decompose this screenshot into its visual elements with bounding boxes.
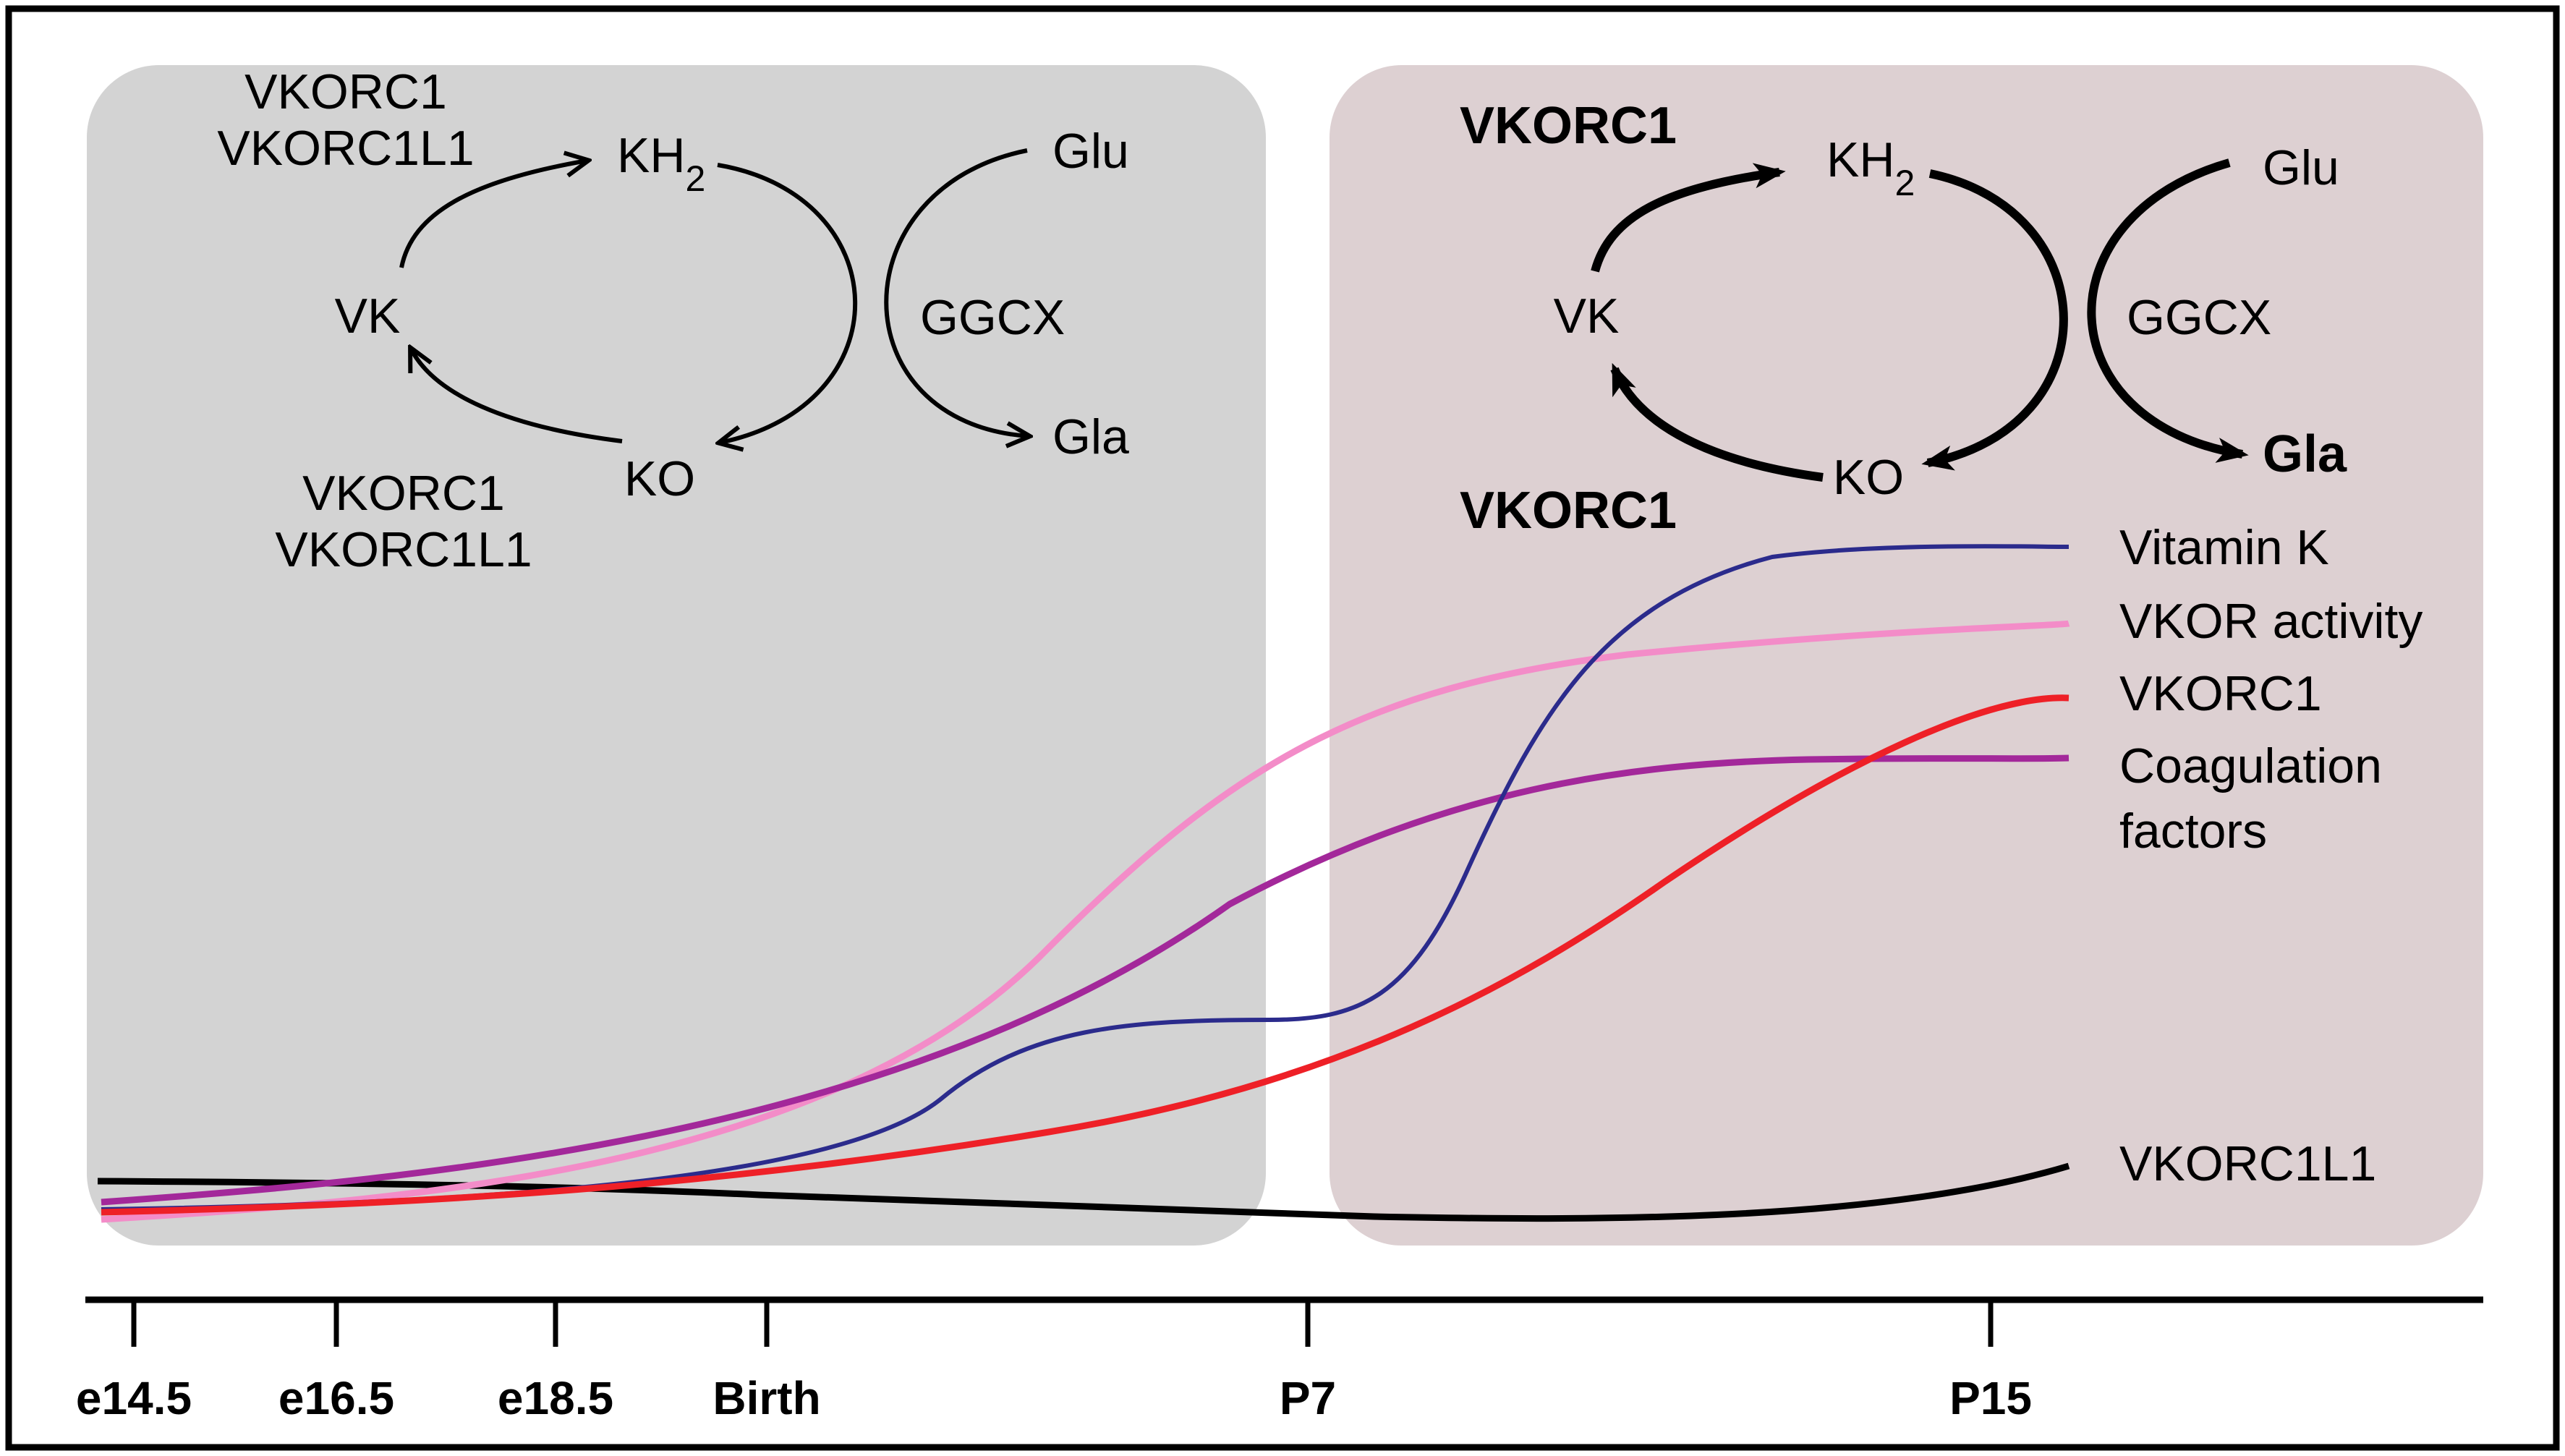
axis-tick-label: P15 <box>1949 1372 2032 1424</box>
left-enzyme-bottom-2: VKORC1L1 <box>275 522 532 577</box>
right-kh2-label: KH2 <box>1826 132 1915 203</box>
axis-tick-label: Birth <box>712 1372 820 1424</box>
right-ko-to-vk-arrow <box>1610 362 1824 482</box>
label-vkorc1: VKORC1 <box>2119 666 2322 721</box>
right-ggcx-label: GGCX <box>2127 290 2271 345</box>
axis-tick-label: e16.5 <box>278 1372 394 1424</box>
right-ko-label: KO <box>1833 450 1904 505</box>
left-vitamin-k-cycle: VKORC1 VKORC1L1 KH2 VK KO VKORC1 VKORC1L… <box>217 64 1129 577</box>
right-kh2-to-ko-arrow <box>1921 169 2068 471</box>
axis-tick-label: e18.5 <box>498 1372 613 1424</box>
left-vk-label: VK <box>335 289 401 344</box>
left-glu-to-gla-arrow <box>884 148 1029 436</box>
right-kh2-base: KH <box>1826 132 1894 187</box>
left-vk-to-kh2-arrow <box>399 161 587 268</box>
left-enzyme-top-1: VKORC1 <box>244 64 447 119</box>
left-kh2-to-ko-arrow <box>718 163 858 443</box>
label-coagulation: Coagulation <box>2119 738 2382 793</box>
time-axis: e14.5 e16.5 e18.5 Birth P7 P15 <box>76 1296 2483 1424</box>
left-glu-label: Glu <box>1052 124 1129 179</box>
label-factors: factors <box>2119 804 2267 859</box>
axis-tick-label: P7 <box>1280 1372 1336 1424</box>
left-enzyme-top-2: VKORC1L1 <box>217 121 474 176</box>
left-kh2-subscript: 2 <box>685 158 705 199</box>
expression-curves <box>97 544 2070 1223</box>
right-vk-label: VK <box>1554 289 1620 344</box>
left-kh2-label: KH2 <box>617 128 705 199</box>
axis-ticks: e14.5 e16.5 e18.5 Birth P7 P15 <box>76 1300 2032 1424</box>
right-kh2-subscript: 2 <box>1894 163 1915 203</box>
left-enzyme-bottom-1: VKORC1 <box>302 466 505 521</box>
right-glu-label: Glu <box>2263 140 2339 195</box>
right-enzyme-bottom: VKORC1 <box>1460 482 1677 540</box>
prenatal-panel <box>87 65 1266 1246</box>
curve-labels: Vitamin K VKOR activity VKORC1 Coagulati… <box>2119 520 2422 1191</box>
left-gla-label: Gla <box>1052 409 1129 464</box>
label-vkorc1l1: VKORC1L1 <box>2119 1136 2376 1191</box>
vkor-activity-curve <box>101 620 2070 1223</box>
vkorc1-curve <box>101 694 2070 1216</box>
right-vk-to-kh2-arrow <box>1591 163 1786 273</box>
left-kh2-base: KH <box>617 128 685 183</box>
right-glu-to-gla-arrow <box>2087 158 2249 463</box>
left-ko-label: KO <box>624 451 695 506</box>
right-vitamin-k-cycle: VKORC1 KH2 VK KO VKORC1 Glu GGCX Gla <box>1460 97 2347 540</box>
postnatal-panel <box>1330 65 2483 1246</box>
left-ko-to-vk-arrow <box>411 349 623 443</box>
label-vkor-activity: VKOR activity <box>2119 594 2422 649</box>
axis-tick-label: e14.5 <box>76 1372 192 1424</box>
right-gla-label: Gla <box>2263 425 2347 483</box>
left-ggcx-label: GGCX <box>920 290 1065 345</box>
label-vitamin-k: Vitamin K <box>2119 520 2329 575</box>
coagulation-factors-curve <box>101 754 2070 1206</box>
right-enzyme-top: VKORC1 <box>1460 97 1677 155</box>
vitamin-k-curve <box>101 544 2070 1212</box>
